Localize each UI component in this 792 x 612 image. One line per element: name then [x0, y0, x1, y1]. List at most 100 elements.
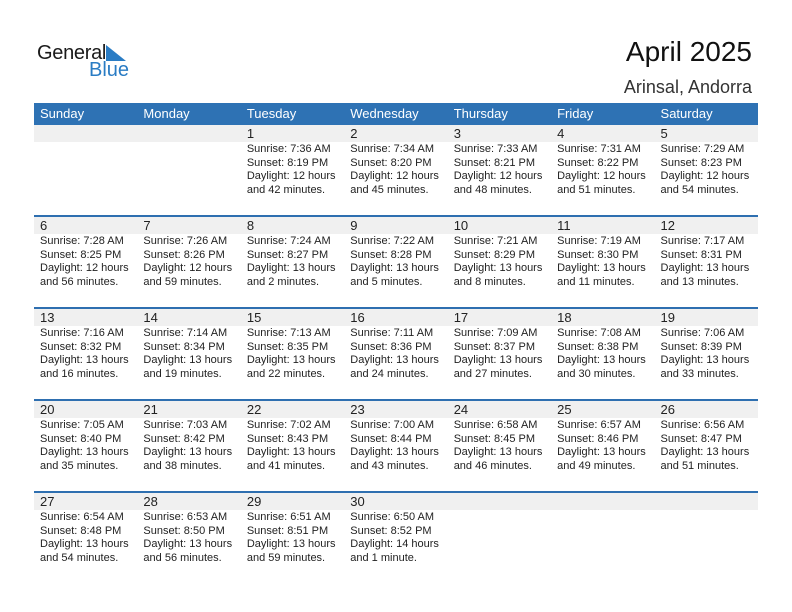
day-number: 21 [143, 402, 158, 417]
day-number: 13 [40, 310, 55, 325]
day-number: 7 [143, 218, 151, 233]
daylight-minutes-text: and 51 minutes. [660, 459, 739, 472]
day-number: 27 [40, 494, 55, 509]
sunset-text: Sunset: 8:30 PM [557, 248, 639, 261]
sunset-text: Sunset: 8:45 PM [453, 432, 536, 445]
sunrise-text: Sunrise: 6:58 AM [453, 419, 538, 431]
date-band [34, 309, 758, 326]
sunset-text: Sunset: 8:42 PM [143, 432, 225, 445]
daylight-text: Daylight: 13 hours [143, 538, 233, 550]
daylight-text: Daylight: 13 hours [660, 262, 750, 274]
daylight-minutes-text: and 30 minutes. [557, 367, 636, 380]
day-number: 1 [246, 126, 255, 141]
daylight-minutes-text: and 54 minutes. [660, 183, 739, 196]
day-cell: 7 Sunrise: 7:26 AM Sunset: 8:26 PM Daylight… [137, 217, 240, 289]
daylight-text: Daylight: 12 hours [246, 170, 336, 182]
sunrise-text: Sunrise: 7:31 AM [557, 143, 641, 155]
day-number: 4 [557, 126, 565, 141]
daylight-minutes-text: and 59 minutes. [246, 551, 326, 564]
sunrise-text: Sunrise: 7:22 AM [350, 235, 435, 247]
empty-day-cell [655, 493, 758, 565]
daylight-text: Daylight: 13 hours [350, 354, 439, 366]
daylight-text: Daylight: 12 hours [350, 170, 439, 182]
sunrise-text: Sunrise: 7:03 AM [143, 419, 228, 431]
sunrise-text: Sunrise: 7:34 AM [350, 143, 435, 155]
day-number: 5 [660, 126, 668, 141]
day-cell: 26 Sunrise: 6:56 AM Sunset: 8:47 PM Dayligh… [655, 401, 758, 473]
sunrise-text: Sunrise: 6:53 AM [143, 511, 228, 523]
daylight-minutes-text: and 56 minutes. [40, 275, 119, 288]
weekday-sunday: Sunday [40, 106, 85, 121]
day-cell: 19 Sunrise: 7:06 AM Sunset: 8:39 PM Dayligh… [655, 309, 758, 381]
daylight-minutes-text: and 51 minutes. [557, 183, 636, 196]
day-number: 12 [660, 218, 675, 233]
sunrise-text: Sunrise: 7:00 AM [350, 419, 435, 431]
sunrise-text: Sunrise: 7:11 AM [350, 327, 434, 339]
generalblue-logo: General Blue [37, 42, 132, 82]
location: Arinsal, Andorra [623, 77, 752, 97]
daylight-text: Daylight: 13 hours [143, 354, 233, 366]
day-number: 8 [246, 218, 255, 233]
daylight-minutes-text: and 1 minute. [350, 551, 417, 564]
day-number: 16 [350, 310, 365, 325]
date-band [34, 125, 758, 142]
day-cell: 8 Sunrise: 7:24 AM Sunset: 8:27 PM Daylight… [241, 217, 344, 289]
sunset-text: Sunset: 8:40 PM [40, 432, 122, 445]
daylight-minutes-text: and 46 minutes. [453, 459, 532, 472]
week-row: 13 Sunrise: 7:16 AM Sunset: 8:32 PM Dayligh… [34, 307, 758, 399]
daylight-text: Daylight: 13 hours [350, 446, 439, 458]
sunset-text: Sunset: 8:34 PM [143, 340, 225, 353]
sunrise-text: Sunrise: 7:09 AM [453, 327, 538, 339]
sunrise-text: Sunrise: 6:50 AM [350, 511, 435, 523]
daylight-text: Daylight: 13 hours [40, 354, 129, 366]
daylight-text: Daylight: 13 hours [453, 354, 543, 366]
daylight-text: Daylight: 13 hours [453, 446, 543, 458]
logo-triangle-icon [106, 45, 126, 61]
day-cell: 2 Sunrise: 7:34 AM Sunset: 8:20 PM Daylight… [344, 125, 447, 197]
sunset-text: Sunset: 8:31 PM [660, 248, 742, 261]
day-cell: 13 Sunrise: 7:16 AM Sunset: 8:32 PM Dayligh… [34, 309, 137, 381]
daylight-minutes-text: and 38 minutes. [143, 459, 222, 472]
daylight-text: Daylight: 13 hours [246, 262, 336, 274]
day-cell: 27 Sunrise: 6:54 AM Sunset: 8:48 PM Dayligh… [34, 493, 137, 565]
sunset-text: Sunset: 8:19 PM [246, 156, 329, 169]
sunset-text: Sunset: 8:38 PM [557, 340, 639, 353]
daylight-minutes-text: and 43 minutes. [350, 459, 429, 472]
day-cell: 21 Sunrise: 7:03 AM Sunset: 8:42 PM Dayligh… [137, 401, 240, 473]
logo-word-general: General [37, 42, 107, 64]
sunrise-text: Sunrise: 7:33 AM [453, 143, 538, 155]
sunset-text: Sunset: 8:27 PM [246, 248, 329, 261]
sunset-text: Sunset: 8:43 PM [246, 432, 329, 445]
day-number: 6 [40, 218, 48, 233]
empty-day-cell [34, 125, 137, 197]
sunset-text: Sunset: 8:44 PM [350, 432, 432, 445]
day-number: 17 [453, 310, 469, 325]
sunrise-text: Sunrise: 6:54 AM [40, 511, 124, 523]
daylight-minutes-text: and 22 minutes. [246, 367, 326, 380]
sunset-text: Sunset: 8:35 PM [246, 340, 329, 353]
sunrise-text: Sunrise: 6:51 AM [246, 511, 331, 523]
weekday-saturday: Saturday [660, 106, 713, 121]
sunrise-text: Sunrise: 7:13 AM [246, 327, 331, 339]
daylight-text: Daylight: 14 hours [350, 538, 439, 550]
daylight-text: Daylight: 13 hours [557, 262, 646, 274]
daylight-minutes-text: and 33 minutes. [660, 367, 739, 380]
day-number: 18 [557, 310, 572, 325]
day-cell: 1 Sunrise: 7:36 AM Sunset: 8:19 PM Daylight… [241, 125, 344, 197]
daylight-text: Daylight: 13 hours [246, 538, 336, 550]
sunset-text: Sunset: 8:22 PM [557, 156, 639, 169]
sunset-text: Sunset: 8:46 PM [557, 432, 639, 445]
sunrise-text: Sunrise: 7:02 AM [246, 419, 331, 431]
weekday-header: Sunday Monday Tuesday Wednesday Thursday Frid… [34, 103, 758, 125]
sunset-text: Sunset: 8:50 PM [143, 524, 225, 537]
daylight-text: Daylight: 13 hours [246, 354, 336, 366]
day-number: 11 [557, 218, 571, 233]
day-number: 19 [660, 310, 675, 325]
day-cell: 14 Sunrise: 7:14 AM Sunset: 8:34 PM Dayligh… [137, 309, 240, 381]
sunrise-text: Sunrise: 7:17 AM [660, 235, 745, 247]
day-number: 30 [350, 494, 365, 509]
week-row: 20 Sunrise: 7:05 AM Sunset: 8:40 PM Dayligh… [34, 399, 758, 491]
day-cell: 9 Sunrise: 7:22 AM Sunset: 8:28 PM Daylight… [344, 217, 447, 289]
daylight-minutes-text: and 16 minutes. [40, 367, 119, 380]
weekday-tuesday: Tuesday [246, 106, 297, 121]
